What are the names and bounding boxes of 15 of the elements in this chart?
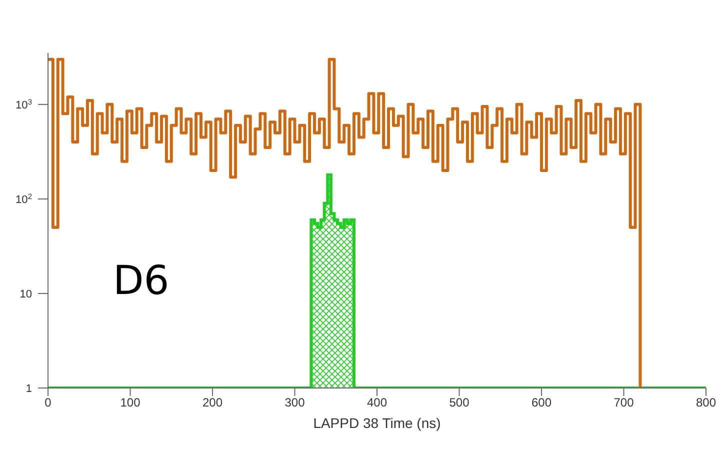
x-tick-label: 800: [696, 396, 716, 410]
x-tick-label: 400: [366, 396, 388, 410]
y-tick-label: 10$^{3}$: [15, 96, 32, 112]
x-tick-label: 600: [531, 396, 552, 410]
y-tick-label: 10$^{2}$: [15, 191, 32, 206]
x-tick-label: 300: [284, 396, 306, 410]
x-tick-label: 500: [449, 396, 470, 410]
y-tick-label: 10: [20, 288, 32, 300]
x-tick-label: 200: [202, 396, 223, 410]
y-tick-label: 1: [26, 383, 32, 395]
x-tick-label: 700: [614, 396, 634, 410]
annotation: D6: [113, 258, 170, 304]
x-axis-title: LAPPD 38 Time (ns): [313, 415, 441, 431]
x-tick-label: 100: [120, 396, 141, 410]
x-tick-label: 0: [44, 396, 52, 410]
